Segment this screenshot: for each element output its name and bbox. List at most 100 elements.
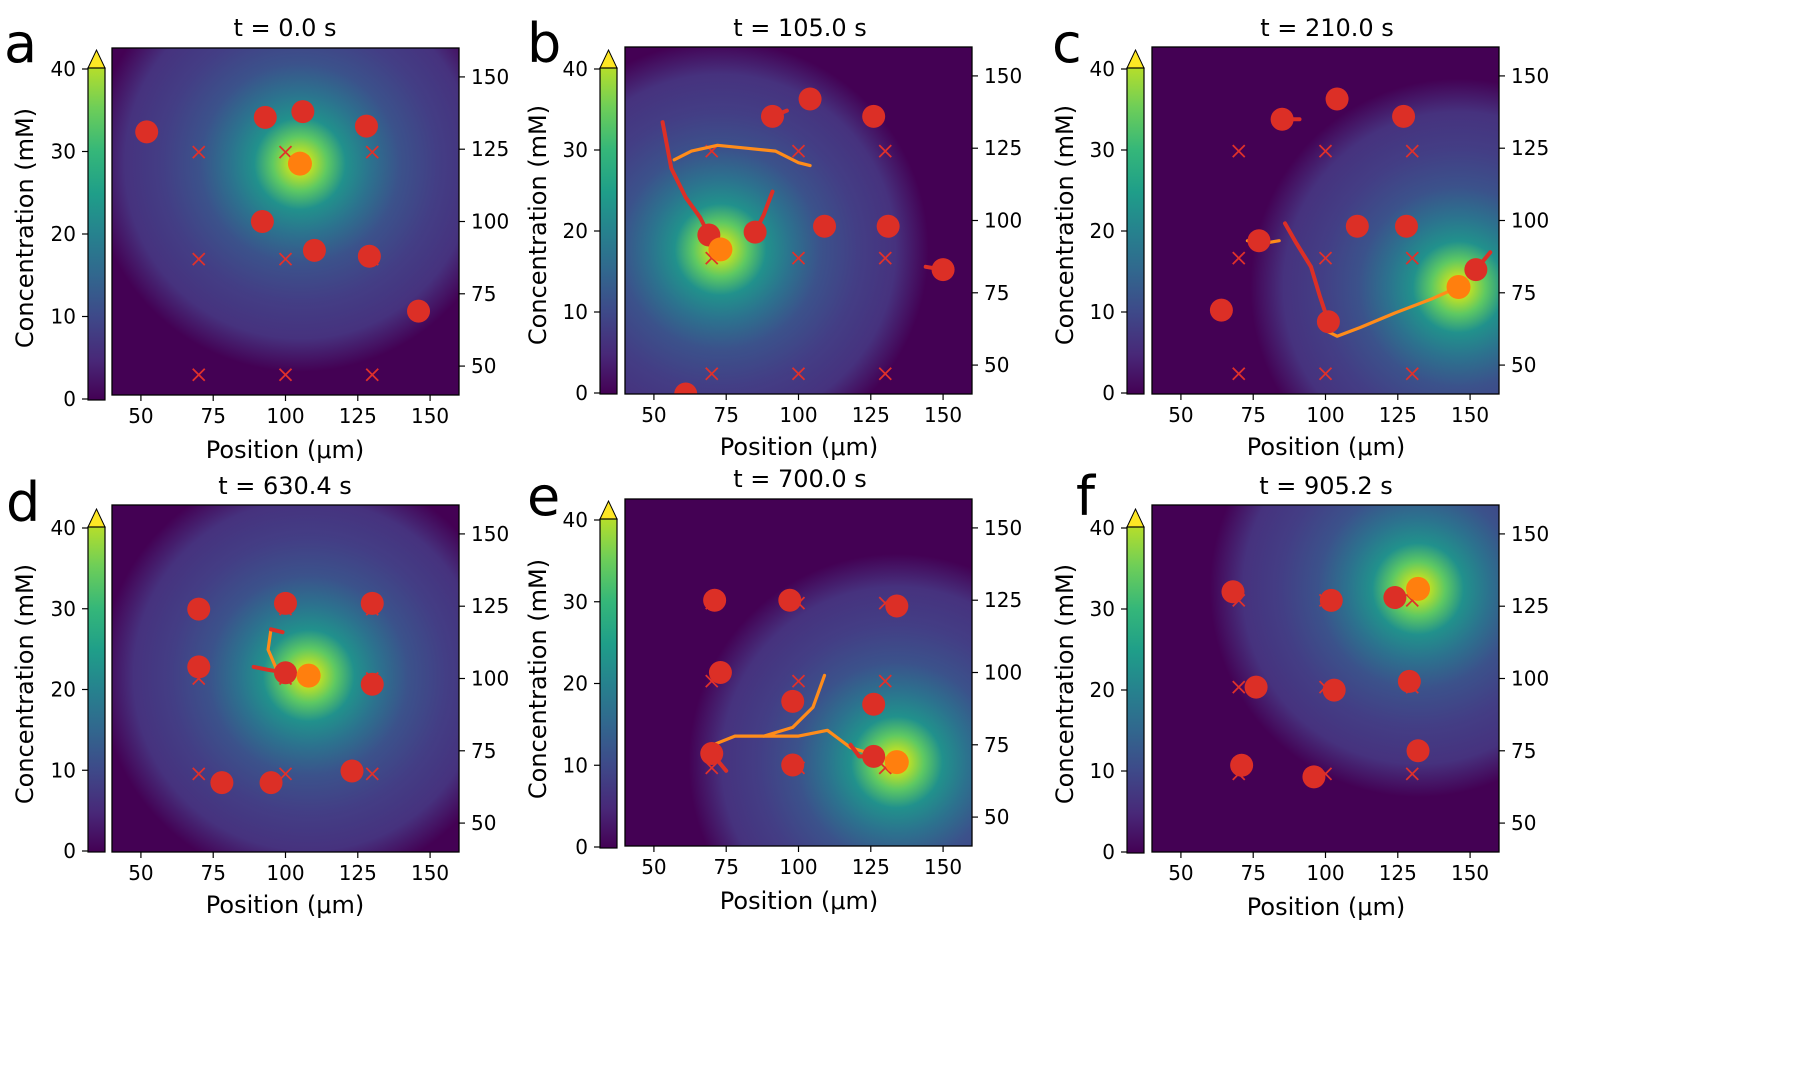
cell-point bbox=[274, 591, 297, 615]
target-x-marker bbox=[365, 767, 379, 781]
x-tick-label: 75 bbox=[713, 855, 738, 879]
plot-content bbox=[112, 48, 459, 382]
x-axis-label: Position (μm) bbox=[206, 891, 364, 919]
cell-point bbox=[778, 588, 802, 612]
target-x-marker bbox=[705, 367, 719, 381]
panel-title: t = 630.4 s bbox=[218, 472, 352, 500]
plot-content bbox=[112, 505, 459, 852]
plot-area: 50 75 100 125 150 50 75 100 125 150 bbox=[1151, 504, 1549, 885]
colorbar-gradient bbox=[88, 527, 105, 852]
panel-title: t = 210.0 s bbox=[1260, 14, 1394, 42]
colorbar-label: Concentration (mM) bbox=[11, 564, 39, 804]
target-x-marker bbox=[1232, 251, 1246, 265]
y-tick-label: 100 bbox=[984, 661, 1022, 685]
colorbar-gradient bbox=[600, 519, 617, 848]
colorbar-tick-label: 40 bbox=[51, 57, 76, 81]
cell-point bbox=[360, 591, 384, 615]
cell-point bbox=[1322, 678, 1346, 702]
target-x-marker bbox=[1318, 144, 1333, 158]
cell-point bbox=[1464, 258, 1488, 282]
concentration-field bbox=[625, 47, 929, 394]
target-x-marker bbox=[791, 367, 806, 381]
cell-point bbox=[187, 655, 211, 679]
panel-letter: b bbox=[527, 12, 561, 75]
colorbar-tick-label: 10 bbox=[51, 758, 76, 782]
target-x-marker bbox=[791, 144, 806, 158]
y-tick-label: 100 bbox=[984, 209, 1022, 233]
colorbar-tick-label: 30 bbox=[51, 597, 76, 621]
x-tick-label: 50 bbox=[128, 404, 153, 428]
x-axis-label: Position (μm) bbox=[720, 433, 878, 461]
colorbar-tick-label: 40 bbox=[1090, 57, 1115, 81]
plot-content bbox=[1209, 78, 1499, 394]
cell-point bbox=[885, 594, 909, 618]
cell-point bbox=[674, 382, 698, 394]
y-tick-label: 150 bbox=[471, 65, 509, 89]
plot-area: 50 75 100 125 150 50 75 100 125 150 bbox=[111, 504, 509, 885]
cell-point bbox=[259, 771, 283, 795]
cell-point bbox=[274, 661, 297, 685]
x-tick-label: 75 bbox=[200, 861, 225, 885]
panel-a: a t = 0.0 s 0 10 20 30 40 Concentration (mM)… bbox=[4, 12, 509, 464]
cell-point bbox=[1302, 765, 1326, 789]
y-tick-label: 150 bbox=[984, 516, 1022, 540]
plot-content bbox=[625, 47, 955, 394]
cell-point bbox=[708, 661, 732, 684]
target-x-marker bbox=[1405, 251, 1419, 265]
cell-point bbox=[876, 214, 900, 238]
x-tick-label: 150 bbox=[411, 861, 449, 885]
x-axis-label: Position (μm) bbox=[1247, 433, 1405, 461]
colorbar: 0 10 20 30 40 Concentration (mM) bbox=[11, 507, 106, 863]
x-tick-label: 75 bbox=[713, 403, 738, 427]
colorbar-tick-label: 10 bbox=[1090, 759, 1115, 783]
colorbar-tick-label: 20 bbox=[51, 222, 76, 246]
y-tick-label: 150 bbox=[471, 522, 509, 546]
y-tick-label: 50 bbox=[984, 805, 1009, 829]
cell-point bbox=[1221, 580, 1245, 604]
cell-point bbox=[760, 104, 784, 128]
y-tick-label: 125 bbox=[1511, 136, 1549, 160]
cell-point bbox=[291, 100, 315, 124]
panel-e: e t = 700.0 s 0 10 20 30 40 Concentration (m… bbox=[524, 465, 1022, 915]
colorbar-gradient bbox=[1127, 68, 1144, 394]
cell-point bbox=[1244, 675, 1268, 699]
x-tick-label: 100 bbox=[1306, 861, 1344, 885]
x-tick-label: 150 bbox=[1451, 861, 1489, 885]
cell-point bbox=[862, 104, 886, 128]
cell-trail bbox=[660, 120, 711, 237]
colorbar-tick-label: 30 bbox=[563, 590, 588, 614]
colorbar-tick-label: 0 bbox=[1102, 381, 1115, 405]
x-tick-label: 100 bbox=[1306, 403, 1344, 427]
cell-trail bbox=[672, 143, 812, 168]
colorbar-tick-label: 30 bbox=[563, 138, 588, 162]
cell-point bbox=[862, 744, 886, 768]
colorbar-tick-label: 30 bbox=[1090, 138, 1115, 162]
colorbar: 0 10 20 30 40 Concentration (mM) bbox=[11, 48, 106, 411]
x-tick-label: 50 bbox=[1168, 861, 1193, 885]
target-x-marker bbox=[278, 368, 293, 382]
x-tick-label: 50 bbox=[641, 855, 666, 879]
target-x-marker bbox=[365, 368, 379, 382]
colorbar-tick-label: 30 bbox=[51, 140, 76, 164]
x-tick-label: 100 bbox=[779, 855, 817, 879]
panel-c: c t = 210.0 s 0 10 20 30 40 Concentration (m… bbox=[1051, 12, 1549, 461]
colorbar-tick-label: 0 bbox=[1102, 840, 1115, 864]
cell-point bbox=[1247, 229, 1271, 253]
cell-point bbox=[1345, 214, 1369, 238]
colorbar-tick-label: 0 bbox=[63, 387, 76, 411]
colorbar-tick-label: 30 bbox=[1090, 597, 1115, 621]
y-tick-label: 50 bbox=[984, 353, 1009, 377]
panel-letter: a bbox=[4, 12, 37, 75]
cell-point bbox=[781, 689, 805, 713]
target-x-marker bbox=[1232, 144, 1246, 158]
cell-point bbox=[1394, 214, 1418, 238]
y-tick-label: 100 bbox=[471, 210, 509, 234]
colorbar-label: Concentration (mM) bbox=[11, 108, 39, 348]
colorbar-gradient bbox=[1127, 527, 1144, 853]
cell-point bbox=[813, 214, 837, 238]
cell-trail bbox=[762, 673, 827, 738]
cell-point bbox=[1270, 107, 1294, 131]
cell-point bbox=[357, 244, 381, 268]
plot-content bbox=[688, 554, 972, 846]
